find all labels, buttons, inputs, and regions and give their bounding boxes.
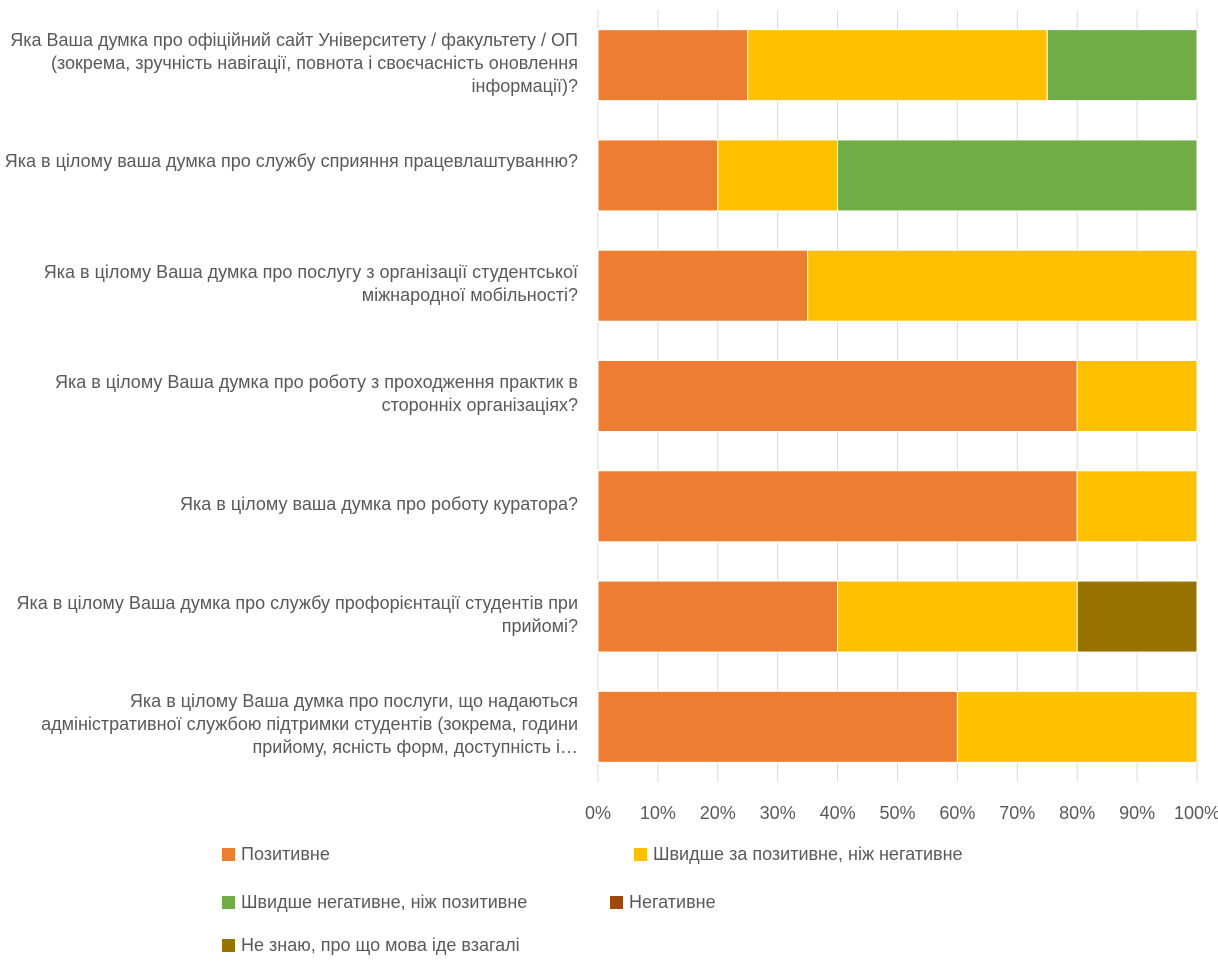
bar-segment [597,29,749,102]
category-label: Яка в цілому Ваша думка про службу профо… [16,592,578,636]
category-label: Яка в цілому Ваша думка про послугу з ор… [43,261,578,305]
bar-segment [597,580,839,653]
x-tick-label: 30% [760,803,796,823]
legend-item: Не знаю, про що мова іде взагалі [222,935,520,956]
legend-label: Швидше за позитивне, ніж негативне [653,844,963,864]
legend-label: Позитивне [241,844,330,864]
legend-label: Не знаю, про що мова іде взагалі [241,935,520,955]
legend-swatch [222,939,235,952]
x-tick-label: 20% [700,803,736,823]
x-tick-label: 0% [585,803,611,823]
bar-segment [1076,470,1198,543]
bar-segment [1076,580,1198,653]
category-label: Яка в цілому ваша думка про службу сприя… [4,151,578,172]
bar-segment [597,360,1078,432]
legend-item: Швидше негативне, ніж позитивне [222,892,527,913]
legend-swatch [634,848,647,861]
x-tick-label: 40% [820,803,856,823]
legend-swatch [222,896,235,909]
x-tick-label: 80% [1059,803,1095,823]
legend-item: Швидше за позитивне, ніж негативне [634,844,963,865]
legend-label: Негативне [629,892,716,912]
x-tick-label: 50% [879,803,915,823]
legend-label: Швидше негативне, ніж позитивне [241,892,528,912]
x-tick-label: 70% [999,803,1035,823]
bar-segment [1046,29,1198,102]
legend-item: Негативне [610,892,716,913]
bar-segment [597,690,958,763]
x-tick-label: 10% [640,803,676,823]
bar-segment [1076,360,1198,432]
legend-item: Позитивне [222,844,330,865]
x-tick-label: 60% [939,803,975,823]
category-label: Яка в цілому ваша думка про роботу курат… [180,493,578,514]
legend-swatch [610,896,623,909]
bar-segment [956,690,1198,763]
bar-segment [597,249,809,322]
x-tick-label: 90% [1119,803,1155,823]
bar-segment [807,249,1198,322]
bar-segment [747,29,1048,102]
x-tick-label: 100% [1174,803,1218,823]
bar-segment [717,139,839,212]
legend-swatch [222,848,235,861]
category-label: Яка в цілому Ваша думка про послуги, що … [41,691,578,758]
bar-segment [837,580,1078,653]
bar-segment [597,470,1078,543]
bar-segment [597,139,719,212]
category-label: Яка в цілому Ваша думка про роботу з про… [54,372,578,415]
bar-segment [837,139,1198,212]
category-label: Яка Ваша думка про офіційний сайт Універ… [10,29,578,96]
